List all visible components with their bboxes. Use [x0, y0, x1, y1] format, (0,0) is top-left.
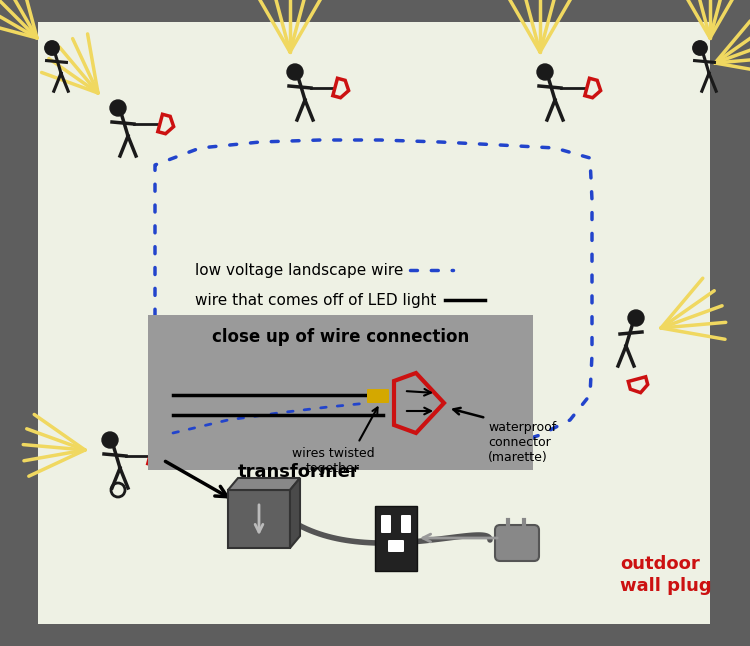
Text: waterproof
connector
(marette): waterproof connector (marette)	[488, 421, 556, 464]
FancyBboxPatch shape	[148, 315, 533, 470]
FancyBboxPatch shape	[495, 525, 539, 561]
Circle shape	[287, 64, 303, 80]
Circle shape	[102, 432, 118, 448]
FancyBboxPatch shape	[375, 506, 417, 571]
Circle shape	[110, 100, 126, 116]
Text: transformer: transformer	[238, 463, 360, 481]
FancyBboxPatch shape	[388, 540, 404, 552]
FancyBboxPatch shape	[367, 389, 389, 403]
FancyBboxPatch shape	[228, 490, 290, 548]
FancyBboxPatch shape	[401, 515, 411, 533]
Circle shape	[693, 41, 707, 55]
Text: wires twisted
together: wires twisted together	[292, 447, 374, 475]
Polygon shape	[290, 478, 300, 548]
Circle shape	[537, 64, 553, 80]
Text: wire that comes off of LED light: wire that comes off of LED light	[195, 293, 436, 307]
Text: close up of wire connection: close up of wire connection	[212, 328, 470, 346]
FancyBboxPatch shape	[38, 22, 710, 624]
Text: outdoor
wall plug: outdoor wall plug	[620, 555, 712, 595]
Polygon shape	[228, 478, 300, 490]
FancyBboxPatch shape	[381, 515, 391, 533]
Circle shape	[45, 41, 59, 55]
Circle shape	[628, 310, 644, 326]
Text: low voltage landscape wire: low voltage landscape wire	[195, 262, 404, 278]
